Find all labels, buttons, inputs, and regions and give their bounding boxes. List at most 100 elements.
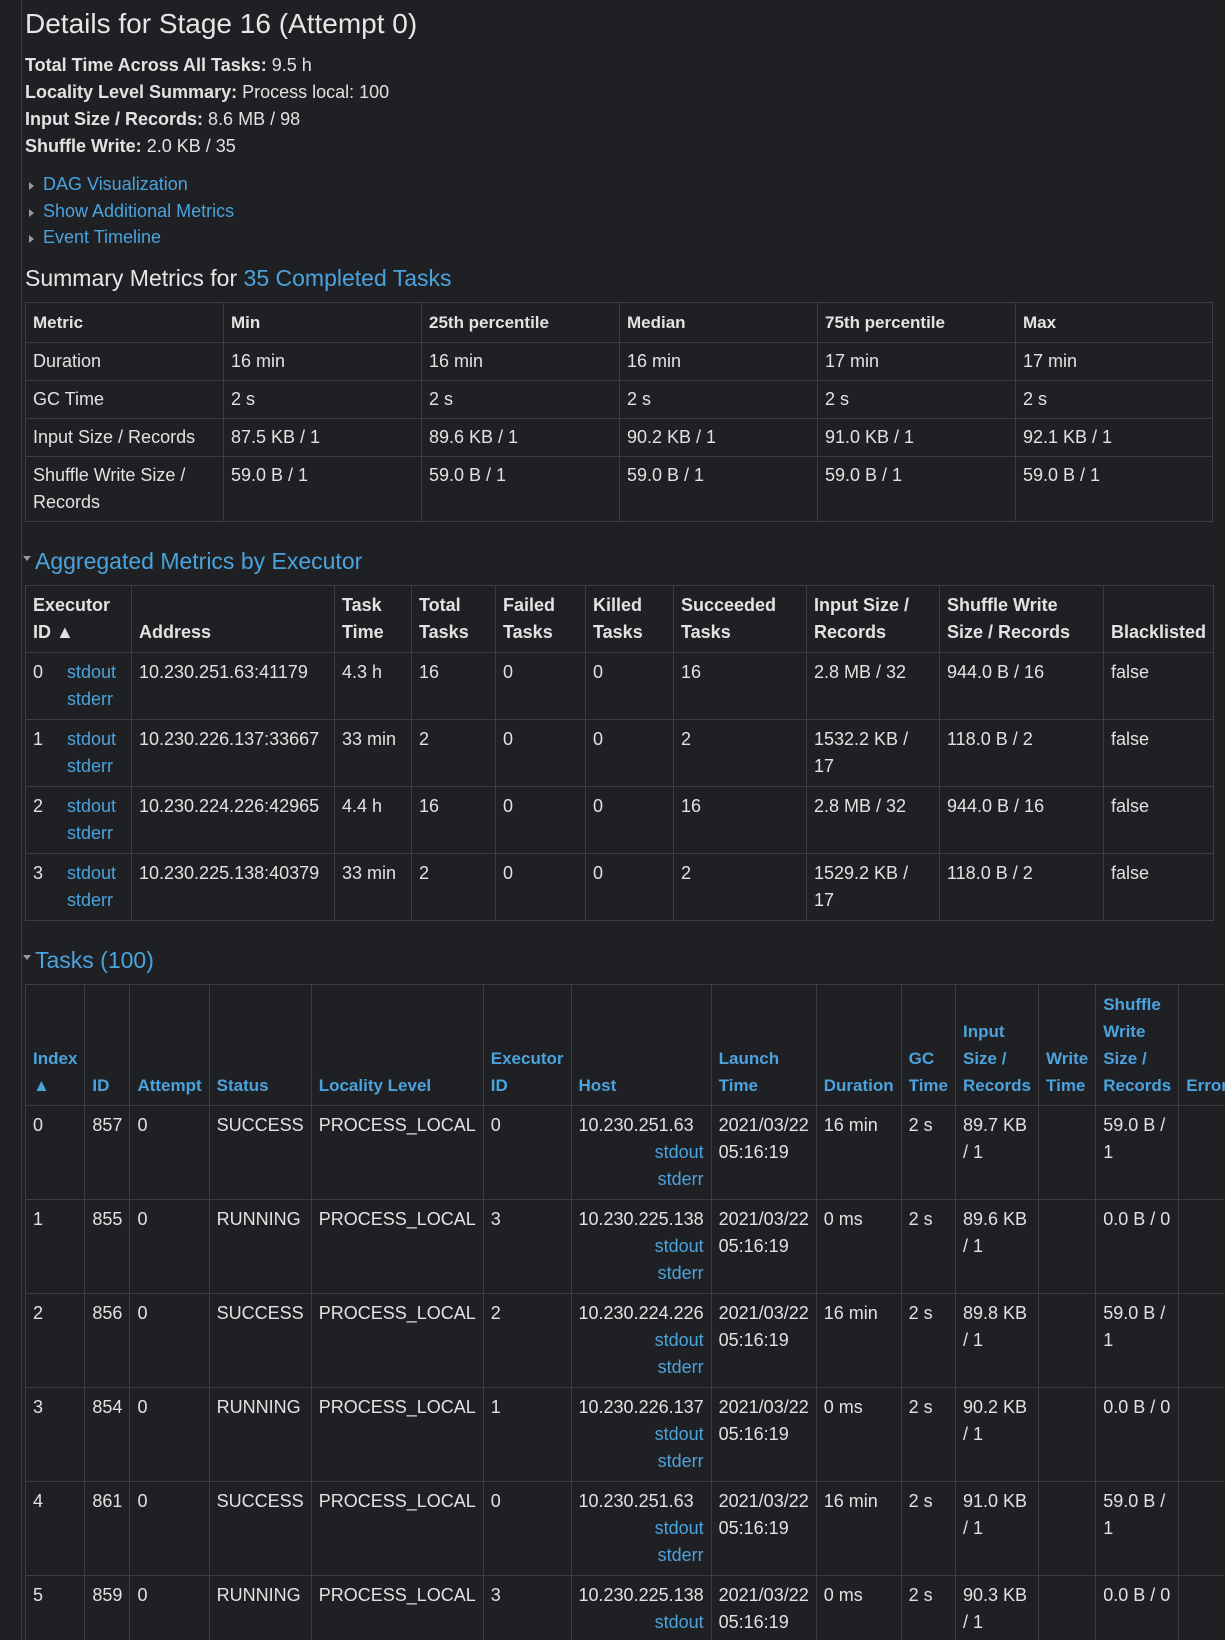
- empty-cell: [1038, 1104, 1097, 1200]
- column-header[interactable]: Input Size / Records: [954, 983, 1040, 1106]
- column-header: Min: [223, 301, 422, 343]
- task-row: 3 854 0 RUNNING PROCESS_LOCAL 1 10.230.226.137…: [24, 1386, 1225, 1482]
- cell: 59.0 B / 1: [1095, 1292, 1180, 1388]
- cell: 89.6 KB / 1: [954, 1198, 1040, 1294]
- cell: RUNNING: [208, 1574, 312, 1640]
- task-row: 1 855 0 RUNNING PROCESS_LOCAL 3 10.230.225.138…: [24, 1198, 1225, 1294]
- cell: 2: [482, 1292, 572, 1388]
- column-header[interactable]: Status: [208, 983, 312, 1106]
- cell: 0: [129, 1292, 210, 1388]
- log-links: stdout stderr: [67, 860, 116, 914]
- executor-row: 2 stdout stderr 10.230.224.226:42965 4.4 h 16…: [25, 785, 1215, 854]
- log-link[interactable]: stdout: [654, 1423, 704, 1444]
- log-link[interactable]: stderr: [657, 1356, 704, 1377]
- column-header[interactable]: Locality Level: [310, 983, 484, 1106]
- log-link[interactable]: stdout: [654, 1141, 704, 1162]
- column-header[interactable]: Executor ID: [482, 983, 572, 1106]
- log-link[interactable]: stderr: [657, 1168, 704, 1189]
- toggle-line: Show Additional Metrics: [25, 198, 1225, 225]
- log-link[interactable]: stdout: [654, 1235, 704, 1256]
- column-header[interactable]: ID: [84, 983, 131, 1106]
- cell: GC Time: [25, 379, 224, 419]
- cell: 2021/03/22 05:16:19: [710, 1480, 817, 1576]
- column-header[interactable]: Launch Time: [710, 983, 817, 1106]
- cell: false: [1102, 718, 1215, 787]
- cell: 0: [24, 1104, 86, 1200]
- executor-row: 3 stdout stderr 10.230.225.138:40379 33 min 2…: [25, 852, 1215, 921]
- cell: 16: [411, 785, 496, 854]
- cell: 16: [673, 785, 807, 854]
- column-header[interactable]: Shuffle Write Size / Records: [1095, 983, 1180, 1106]
- log-link[interactable]: stdout: [67, 728, 117, 749]
- column-header[interactable]: Errors: [1178, 983, 1225, 1106]
- cell: 1: [24, 1198, 86, 1294]
- column-header: Blacklisted: [1102, 584, 1215, 653]
- log-link[interactable]: stdout: [654, 1329, 704, 1350]
- log-link[interactable]: stdout: [654, 1611, 704, 1632]
- column-header[interactable]: GC Time: [900, 983, 956, 1106]
- stage-summary: Total Time Across All Tasks: 9.5 h Locali…: [25, 52, 1225, 160]
- cell: 3: [482, 1574, 572, 1640]
- host-cell: 10.230.251.63 stdout stderr: [570, 1480, 712, 1576]
- cell: 118.0 B / 2: [939, 718, 1104, 787]
- completed-tasks-link[interactable]: 35 Completed Tasks: [243, 264, 452, 291]
- cell: Duration: [25, 341, 224, 381]
- aggregated-toggle[interactable]: Aggregated Metrics by Executor: [23, 548, 362, 574]
- log-link[interactable]: stderr: [657, 1544, 704, 1565]
- metric-row: Shuffle Write Size / Records 59.0 B / 1 59…: [25, 455, 1213, 522]
- host: 10.230.225.138: [578, 1208, 704, 1229]
- task-row: 5 859 0 RUNNING PROCESS_LOCAL 3 10.230.225.138…: [24, 1574, 1225, 1640]
- executor-row: 1 stdout stderr 10.230.226.137:33667 33 min 2…: [25, 718, 1215, 787]
- log-link[interactable]: stderr: [67, 822, 114, 843]
- cell: 16 min: [421, 341, 620, 381]
- executor-cell: 0 stdout stderr: [25, 651, 132, 720]
- column-header: Shuffle Write Size / Records: [939, 584, 1104, 653]
- log-link[interactable]: stderr: [657, 1450, 704, 1471]
- cell: 1532.2 KB / 17: [806, 718, 940, 787]
- column-header[interactable]: Write Time: [1038, 983, 1097, 1106]
- cell: 5: [24, 1574, 86, 1640]
- cell: 90.2 KB / 1: [619, 417, 818, 457]
- header-row: Metric Min 25th percentile Median 75th perce…: [25, 301, 1213, 343]
- column-header: Total Tasks: [411, 584, 496, 653]
- column-header: Address: [131, 584, 335, 653]
- cell: 59.0 B / 1: [421, 455, 620, 522]
- column-header[interactable]: Duration: [815, 983, 902, 1106]
- cell: 2021/03/22 05:16:19: [710, 1386, 817, 1482]
- cell: 2 s: [817, 379, 1016, 419]
- cell: SUCCESS: [208, 1480, 312, 1576]
- log-link[interactable]: stderr: [657, 1262, 704, 1283]
- log-link[interactable]: stderr: [67, 755, 114, 776]
- column-header[interactable]: Attempt: [129, 983, 210, 1106]
- log-link[interactable]: stderr: [579, 1636, 704, 1640]
- cell: 91.0 KB / 1: [817, 417, 1016, 457]
- task-row: 2 856 0 SUCCESS PROCESS_LOCAL 2 10.230.224.226…: [24, 1292, 1225, 1388]
- cell: 2: [411, 718, 496, 787]
- cell: 0: [482, 1480, 572, 1576]
- cell: 87.5 KB / 1: [223, 417, 422, 457]
- column-header[interactable]: Host: [570, 983, 712, 1106]
- toggle-link[interactable]: Event Timeline: [25, 227, 161, 247]
- cell: 0: [585, 718, 674, 787]
- column-header[interactable]: Index ▲: [24, 983, 86, 1106]
- cell: 2 s: [223, 379, 422, 419]
- log-link[interactable]: stdout: [67, 661, 117, 682]
- cell: RUNNING: [208, 1198, 312, 1294]
- task-row: 0 857 0 SUCCESS PROCESS_LOCAL 0 10.230.251.63 s…: [24, 1104, 1225, 1200]
- summary-value: Process local: 100: [242, 82, 390, 102]
- log-link[interactable]: stdout: [67, 862, 117, 883]
- log-link[interactable]: stderr: [67, 688, 114, 709]
- host: 10.230.251.63: [578, 1114, 694, 1135]
- cell: 89.7 KB / 1: [954, 1104, 1040, 1200]
- log-link[interactable]: stderr: [67, 889, 114, 910]
- log-link[interactable]: stdout: [654, 1517, 704, 1538]
- tasks-toggle[interactable]: Tasks (100): [23, 947, 154, 973]
- executor-cell: 2 stdout stderr: [25, 785, 132, 854]
- summary-label: Locality Level Summary:: [25, 82, 238, 102]
- log-link[interactable]: stdout: [67, 795, 117, 816]
- toggle-link[interactable]: DAG Visualization: [25, 174, 188, 194]
- summary-label: Shuffle Write:: [25, 136, 142, 156]
- toggle-link[interactable]: Show Additional Metrics: [25, 201, 234, 221]
- executor-id: 2: [33, 795, 44, 816]
